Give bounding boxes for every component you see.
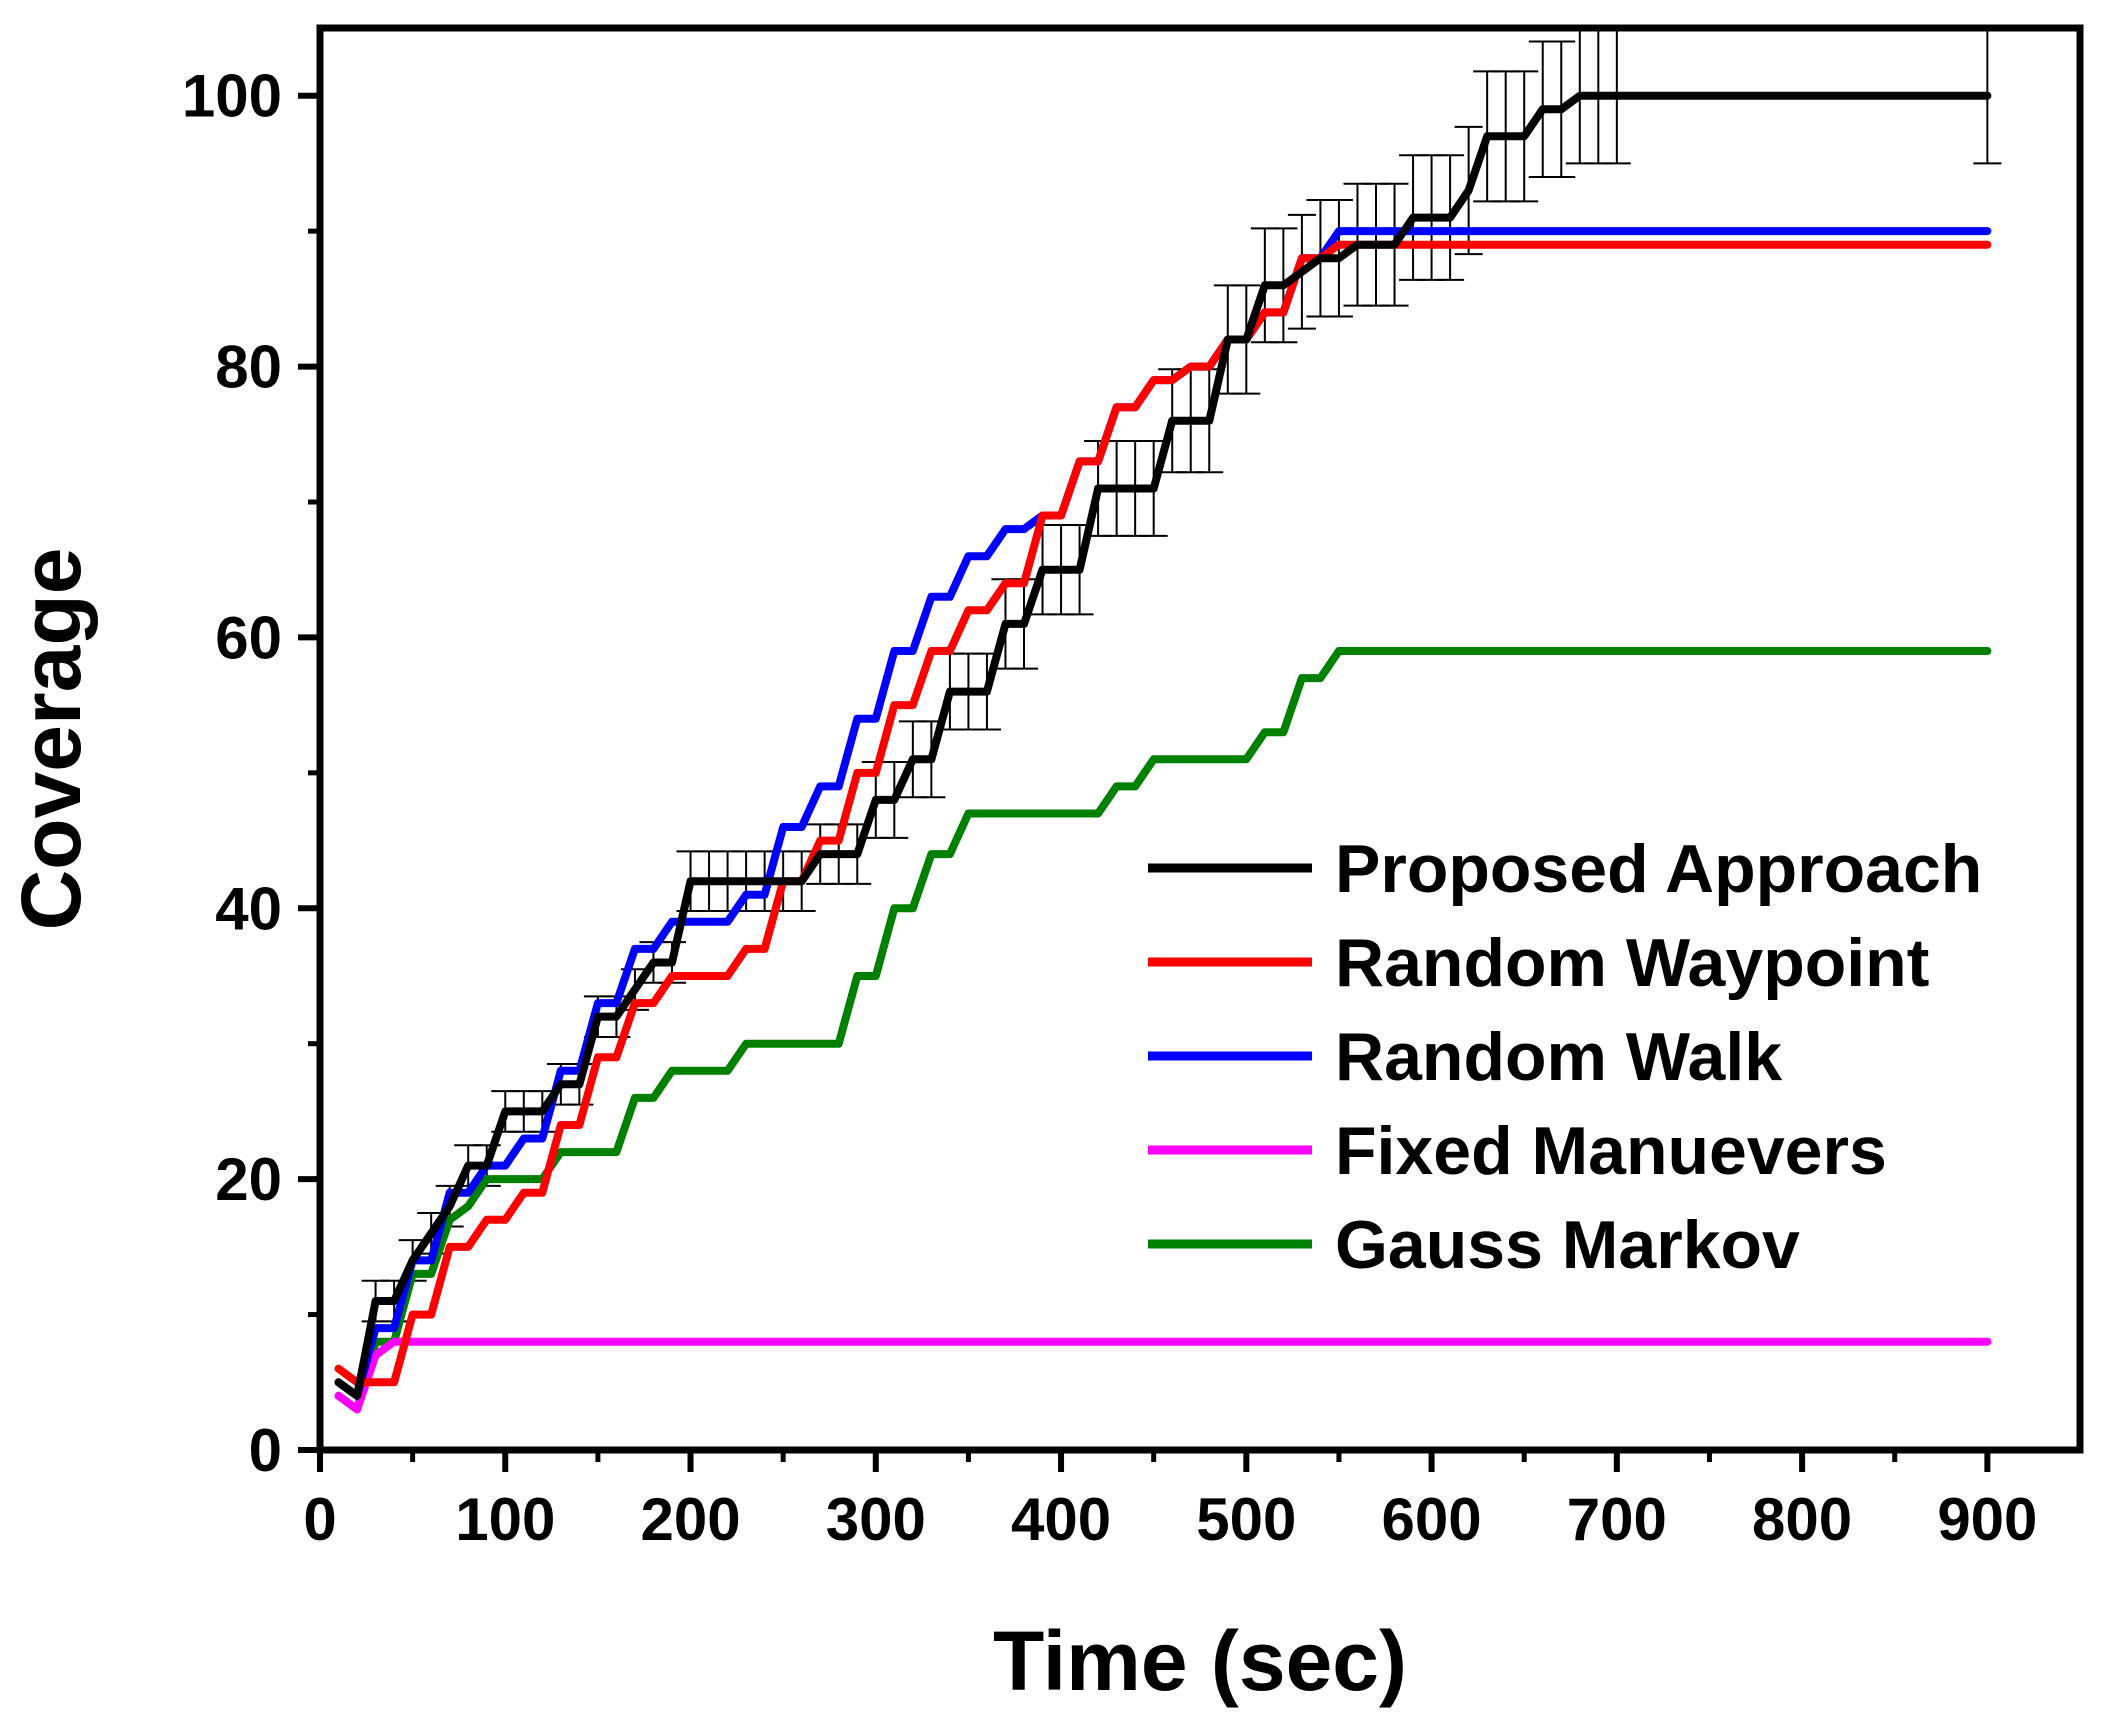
legend-label: Gauss Markov xyxy=(1335,1207,1800,1283)
series-line-fixed-manuevers xyxy=(334,1337,1992,1414)
x-tick-label: 0 xyxy=(303,1486,336,1553)
x-tick-label: 800 xyxy=(1752,1486,1852,1553)
series-line-gauss-markov xyxy=(334,647,1992,1414)
legend-label: Fixed Manuevers xyxy=(1335,1113,1887,1189)
x-axis-ticks: 0 100 200 300 400 500 600 700 800 900 xyxy=(303,1450,2037,1553)
series-lines xyxy=(334,91,1992,1414)
legend-label: Random Waypoint xyxy=(1335,925,1929,1001)
x-tick-label: 400 xyxy=(1011,1486,1111,1553)
y-tick-label: 80 xyxy=(215,334,282,401)
series-line-proposed-approach xyxy=(334,91,1992,1400)
series-line-random-waypoint xyxy=(334,240,1992,1387)
legend-label: Random Walk xyxy=(1335,1019,1782,1095)
y-axis-ticks: 0 20 40 60 80 100 xyxy=(182,63,320,1484)
x-tick-label: 100 xyxy=(455,1486,555,1553)
y-tick-label: 20 xyxy=(215,1146,282,1213)
plot-frame xyxy=(316,24,2084,1454)
x-tick-label: 700 xyxy=(1567,1486,1667,1553)
x-axis-title: Time (sec) xyxy=(993,1614,1407,1708)
x-tick-label: 200 xyxy=(640,1486,740,1553)
y-tick-label: 60 xyxy=(215,604,282,671)
x-tick-label: 500 xyxy=(1196,1486,1296,1553)
y-axis-title: Coverage xyxy=(4,548,98,931)
y-tick-label: 40 xyxy=(215,875,282,942)
legend: Proposed Approach Random Waypoint Random W… xyxy=(1148,831,1982,1283)
y-tick-label: 100 xyxy=(182,63,282,130)
legend-label: Proposed Approach xyxy=(1335,831,1982,907)
x-tick-label: 300 xyxy=(826,1486,926,1553)
y-tick-label: 0 xyxy=(249,1417,282,1484)
x-tick-label: 600 xyxy=(1382,1486,1482,1553)
x-tick-label: 900 xyxy=(1937,1486,2037,1553)
